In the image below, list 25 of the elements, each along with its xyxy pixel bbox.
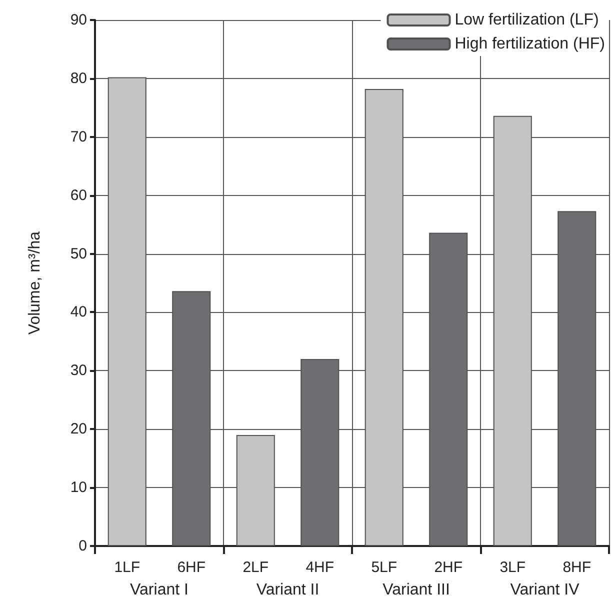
text: Variant III [382,582,450,598]
y-tick-label: 20 [70,420,87,438]
y-tick-label: 10 [70,479,87,496]
y-tick-label: 50 [70,245,87,262]
x-tick-label: 2HF [434,559,463,576]
legend-label: Low fertilization (LF) [454,12,599,28]
x-tick-label: 6HF [177,559,206,576]
x-tick-label: 5LF [371,559,398,576]
y-tick-label: 40 [70,304,87,321]
x-tick-label: 8HF [562,559,592,576]
text: Variant II [256,582,320,598]
y-tick-label: 60 [70,186,87,204]
y-tick-label: 70 [70,128,87,146]
x-tick-label: 2LF [242,559,269,576]
y-tick-label: 0 [78,538,87,554]
y-axis-title: Volume, m³/ha [26,231,44,335]
y-tick-label: 80 [70,70,87,87]
x-tick-label: 3LF [500,559,526,576]
text: Variant IV [510,582,580,598]
y-tick-label: 30 [70,362,87,380]
legend-label: High fertilization (HF) [454,36,606,52]
x-tick-label: 4HF [306,559,334,576]
y-tick-label: 90 [70,12,87,28]
text: Variant I [130,582,188,598]
x-tick-label: 1LF [114,559,140,576]
